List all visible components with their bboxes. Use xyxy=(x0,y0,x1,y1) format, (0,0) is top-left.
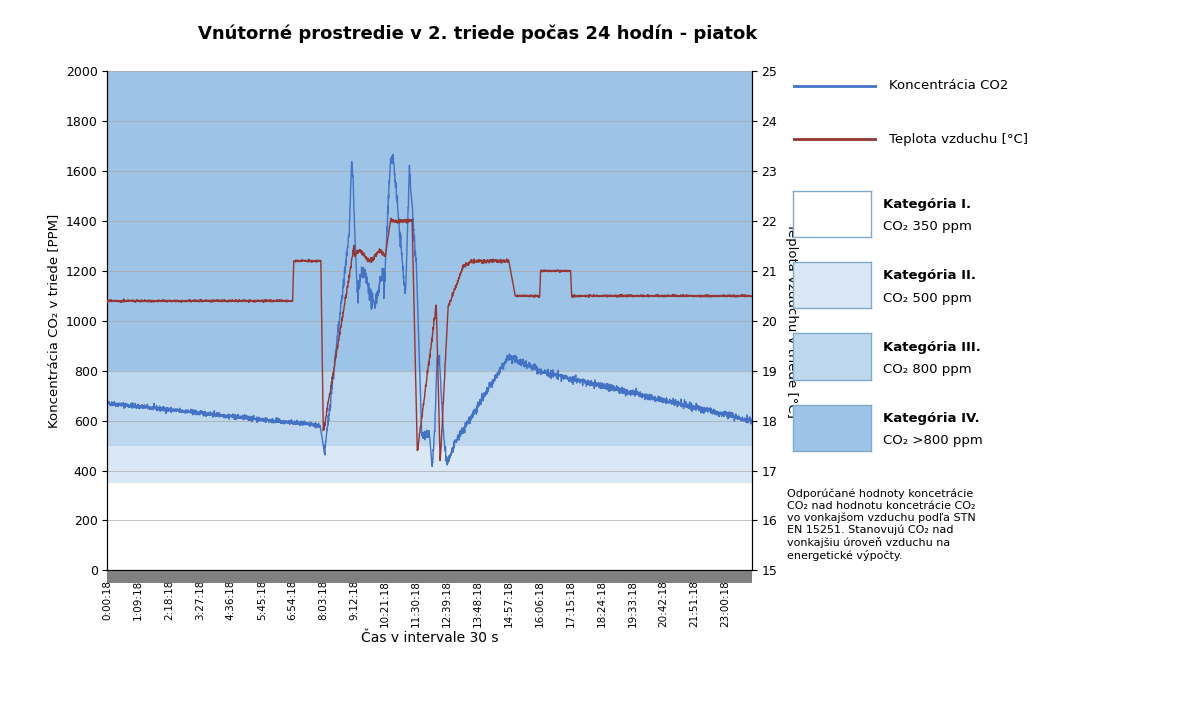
Text: CO₂ >800 ppm: CO₂ >800 ppm xyxy=(883,434,983,447)
Text: CO₂ 350 ppm: CO₂ 350 ppm xyxy=(883,220,971,233)
X-axis label: Čas v intervale 30 s: Čas v intervale 30 s xyxy=(360,631,499,645)
Text: Kategória III.: Kategória III. xyxy=(883,341,981,354)
Bar xyxy=(107,371,752,446)
Text: Kategória IV.: Kategória IV. xyxy=(883,412,979,425)
Text: Kategória I.: Kategória I. xyxy=(883,198,971,211)
Text: Kategória II.: Kategória II. xyxy=(883,270,976,282)
Text: CO₂ 500 ppm: CO₂ 500 ppm xyxy=(883,292,971,304)
Text: CO₂ 800 ppm: CO₂ 800 ppm xyxy=(883,363,971,376)
Bar xyxy=(107,483,752,570)
Bar xyxy=(107,446,752,483)
Y-axis label: Koncentrácia CO₂ v triede [PPM]: Koncentrácia CO₂ v triede [PPM] xyxy=(48,214,60,428)
Bar xyxy=(107,71,752,371)
Text: Odporúčané hodnoty koncetrácie
CO₂ nad hodnotu koncetrácie CO₂
vo vonkajšom vzdu: Odporúčané hodnoty koncetrácie CO₂ nad h… xyxy=(787,488,976,560)
Text: Teplota vzduchu [°C]: Teplota vzduchu [°C] xyxy=(889,133,1028,145)
Text: Koncentrácia CO2: Koncentrácia CO2 xyxy=(889,79,1008,92)
Y-axis label: Teplota vzduchu v triede [°C]: Teplota vzduchu v triede [°C] xyxy=(785,223,798,419)
Text: Vnútorné prostredie v 2. triede počas 24 hodín - piatok: Vnútorné prostredie v 2. triede počas 24… xyxy=(198,25,756,43)
Bar xyxy=(107,570,752,583)
